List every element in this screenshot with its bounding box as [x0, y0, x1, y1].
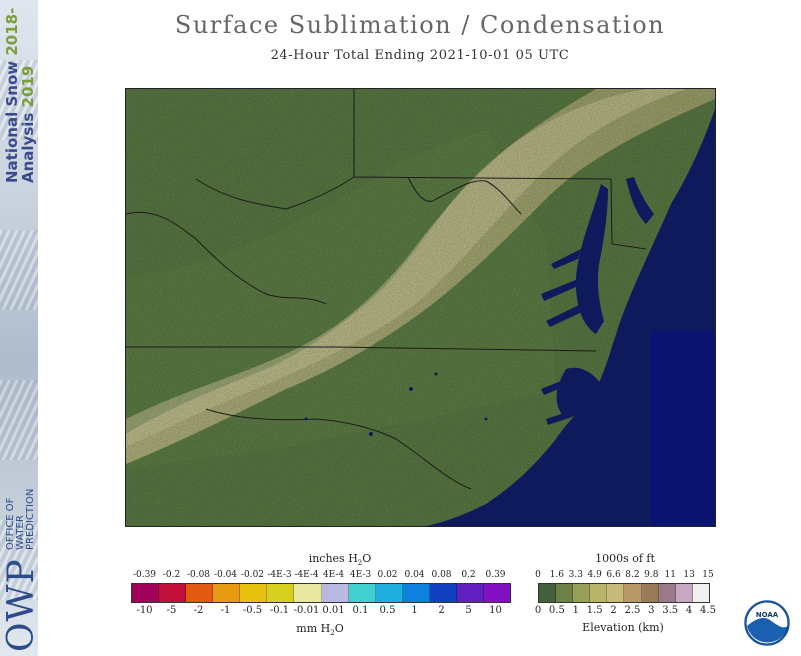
water-legend-tick: -5 — [166, 605, 177, 616]
pamlico-sound — [556, 367, 604, 419]
elevation-legend-swatch — [624, 584, 642, 602]
elevation-legend-tick: 6.6 — [606, 570, 621, 580]
elevation-legend-swatch — [590, 584, 608, 602]
water-legend-swatch — [159, 584, 187, 602]
water-legend-tick: -0.01 — [293, 605, 320, 616]
water-legend-swatch — [429, 584, 457, 602]
water-legend-swatch — [267, 584, 295, 602]
elevation-legend-tick: 0.5 — [548, 605, 565, 616]
water-legend-tick: -4E-4 — [294, 570, 319, 580]
water-legend-tick: 0.39 — [485, 570, 506, 580]
elevation-legend-tick: 3.5 — [662, 605, 679, 616]
elevation-legend-tick: 13 — [683, 570, 695, 580]
water-legend-swatch — [186, 584, 214, 602]
elevation-legend-tick: 1.6 — [549, 570, 565, 580]
owp-logo: OWP — [1, 558, 38, 652]
elevation-legend-tick: 0 — [534, 605, 542, 616]
elevation-legend-swatch — [556, 584, 574, 602]
elevation-legend-swatch — [607, 584, 625, 602]
water-legend-swatch — [456, 584, 485, 602]
elevation-legend-tick: 4 — [685, 605, 693, 616]
elevation-legend-swatch — [658, 584, 676, 602]
water-legend-top-label: inches H2O — [308, 552, 372, 568]
water-legend-tick: 1 — [411, 605, 418, 616]
water-legend-tick: -0.5 — [242, 605, 263, 616]
elevation-legend-tick: 1.5 — [586, 605, 603, 616]
elevation-legend-tick: 0 — [535, 570, 541, 580]
water-legend-tick: 0.08 — [431, 570, 452, 580]
noaa-logo: NOAA — [744, 600, 790, 646]
water-legend-tick: 0.01 — [322, 605, 345, 616]
elevation-legend-swatch — [692, 584, 709, 602]
water-legend-swatch — [213, 584, 241, 602]
water-legend-tick: 4E-3 — [349, 570, 372, 580]
water-legend-tick: 0.1 — [352, 605, 369, 616]
brand-title-line2: Analysis 2019 — [19, 65, 37, 183]
elevation-legend-tick: 4.9 — [587, 570, 602, 580]
water-legend-swatch — [132, 584, 160, 602]
elevation-legend-bottom-label: Elevation (km) — [582, 621, 664, 634]
page-title: Surface Sublimation / Condensation — [174, 11, 666, 39]
water-legend-tick: 0.2 — [461, 570, 476, 580]
water-legend-tick: -0.39 — [132, 570, 157, 580]
water-legend-tick: -0.2 — [162, 570, 181, 580]
water-legend-colorbar — [131, 583, 511, 603]
water-legend-swatch — [402, 584, 430, 602]
elevation-legend-tick: 4.5 — [700, 605, 716, 616]
elevation-legend-tick: 1 — [572, 605, 579, 616]
elevation-legend-tick: 15 — [702, 570, 714, 580]
water-legend-tick: 0.02 — [377, 570, 398, 580]
water-legend-tick: 10 — [489, 605, 502, 616]
water-legend-swatch — [294, 584, 322, 602]
water-legend-tick: 0.04 — [404, 570, 425, 580]
elevation-legend-tick: 2 — [610, 605, 617, 616]
elevation-legend-swatch — [573, 584, 591, 602]
elevation-legend-swatch — [539, 584, 557, 602]
water-legend-bottom-label: mm H2O — [296, 622, 344, 638]
elevation-legend-tick: 3 — [648, 605, 655, 616]
water-legend-tick: -0.08 — [186, 570, 211, 580]
ocean-block — [650, 330, 715, 526]
elevation-legend-tick: 8.2 — [625, 570, 640, 580]
state-borders — [126, 89, 647, 490]
terrain-map — [126, 89, 715, 526]
water-legend-tick: -0.1 — [269, 605, 290, 616]
map-panel — [125, 88, 716, 527]
elevation-legend-colorbar — [538, 583, 710, 603]
page-subtitle: 24-Hour Total Ending 2021-10-01 05 UTC — [270, 48, 570, 63]
water-legend-tick: -1 — [220, 605, 231, 616]
water-legend-swatch — [321, 584, 349, 602]
elevation-legend-swatch — [641, 584, 659, 602]
water-legend-tick: 5 — [465, 605, 472, 616]
water-legend-swatch — [375, 584, 403, 602]
water-legend-tick: -0.02 — [240, 570, 265, 580]
elevation-legend-top-label: 1000s of ft — [595, 552, 655, 565]
svg-text:NOAA: NOAA — [756, 611, 779, 619]
owp-sub-line: PREDICTION — [25, 488, 36, 550]
brand-sidebar: National Snow 2018- Analysis 2019 OWP OF… — [0, 0, 38, 656]
water-legend-swatch — [484, 584, 511, 602]
elevation-legend-swatch — [675, 584, 693, 602]
water-legend-tick: 4E-4 — [322, 570, 345, 580]
elevation-legend-tick: 9.8 — [644, 570, 659, 580]
water-legend-tick: -2 — [193, 605, 204, 616]
water-legend-swatch — [240, 584, 268, 602]
atlantic-ocean — [426, 109, 715, 526]
water-legend-tick: -4E-3 — [267, 570, 292, 580]
water-legend-tick: 0.5 — [379, 605, 396, 616]
water-legend-swatch — [348, 584, 376, 602]
water-legend-tick: -10 — [136, 605, 153, 616]
elevation-legend-tick: 11 — [664, 570, 676, 580]
chesapeake-bay — [575, 184, 608, 334]
water-legend-tick: -0.04 — [213, 570, 238, 580]
water-legend-tick: 2 — [438, 605, 445, 616]
elevation-legend-tick: 3.3 — [568, 570, 583, 580]
elevation-legend-tick: 2.5 — [624, 605, 641, 616]
